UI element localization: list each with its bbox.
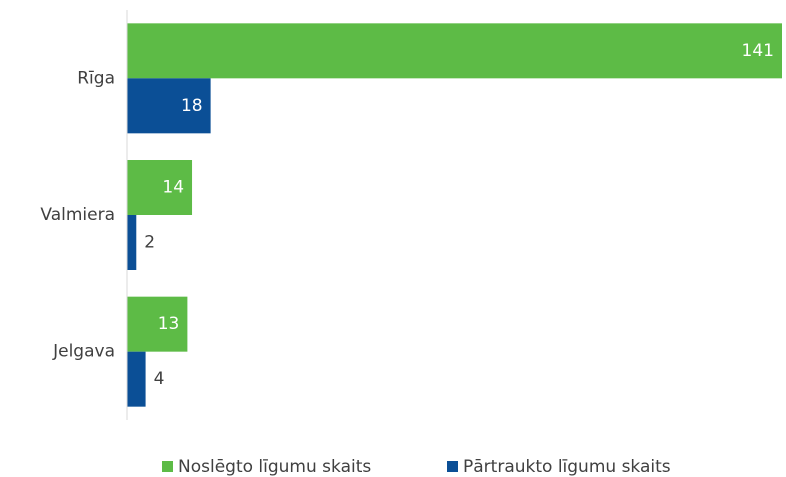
bar bbox=[127, 23, 782, 79]
data-label: 13 bbox=[158, 314, 180, 334]
data-label: 4 bbox=[154, 369, 165, 389]
legend-swatch bbox=[447, 461, 458, 472]
data-label: 18 bbox=[181, 96, 203, 116]
data-label: 14 bbox=[162, 178, 184, 198]
legend-swatch bbox=[162, 461, 173, 472]
legend-label: Noslēgto līgumu skaits bbox=[178, 457, 371, 477]
y-tick-label: Valmiera bbox=[40, 205, 115, 225]
y-tick-label: Jelgava bbox=[52, 342, 115, 362]
bar bbox=[127, 215, 137, 270]
bar bbox=[127, 351, 146, 407]
bar bbox=[127, 160, 193, 215]
data-label: 141 bbox=[742, 41, 774, 61]
bar bbox=[127, 78, 211, 134]
data-label: 2 bbox=[144, 233, 155, 253]
legend-label: Pārtraukto līgumu skaits bbox=[463, 457, 671, 477]
y-tick-label: Rīga bbox=[77, 68, 115, 88]
bar bbox=[127, 296, 188, 352]
